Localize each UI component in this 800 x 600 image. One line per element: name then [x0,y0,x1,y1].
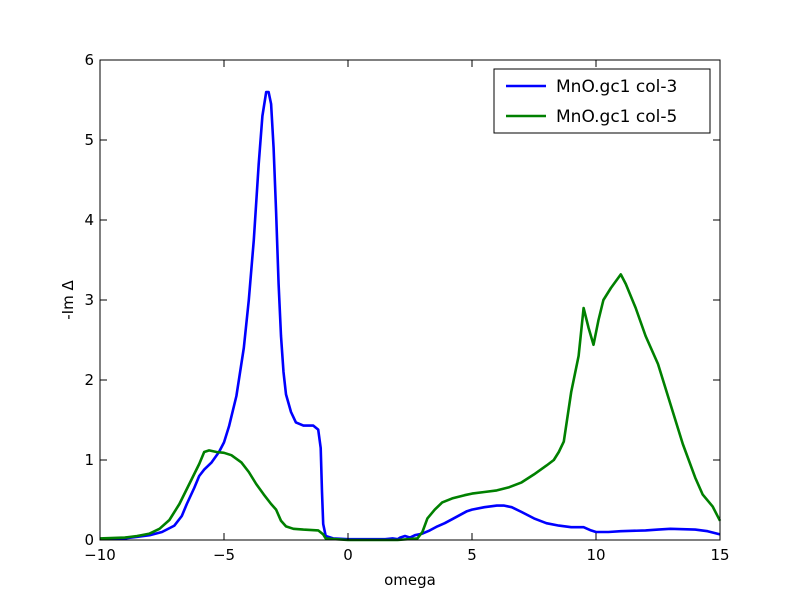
ticks-layer: −10 −5 0 5 10 15 0 1 2 3 4 5 6 [84,51,729,564]
legend-label-col-5: MnO.gc1 col-5 [556,107,677,127]
x-tick-label: 10 [586,546,605,564]
x-axis-label: omega [384,571,436,589]
series-layer [99,90,722,542]
x-tick-label: 5 [467,546,477,564]
series-line-2 [99,273,722,542]
y-tick-label: 1 [84,451,94,469]
x-tick-label: −10 [84,546,116,564]
x-tick-label: 0 [343,546,353,564]
y-tick-label: 0 [84,531,94,549]
y-tick-label: 3 [84,291,94,309]
legend-box [493,68,711,134]
x-tick-label: 15 [710,546,729,564]
y-tick-label: 6 [84,51,94,69]
y-tick-label: 4 [84,211,94,229]
legend-label-col-3: MnO.gc1 col-3 [556,77,677,97]
y-tick-label: 2 [84,371,94,389]
y-tick-label: 5 [84,131,94,149]
x-tick-label: −5 [213,546,235,564]
legend: MnO.gc1 col-3 MnO.gc1 col-5 [493,68,711,134]
y-axis-label: -Im Δ [59,280,77,320]
